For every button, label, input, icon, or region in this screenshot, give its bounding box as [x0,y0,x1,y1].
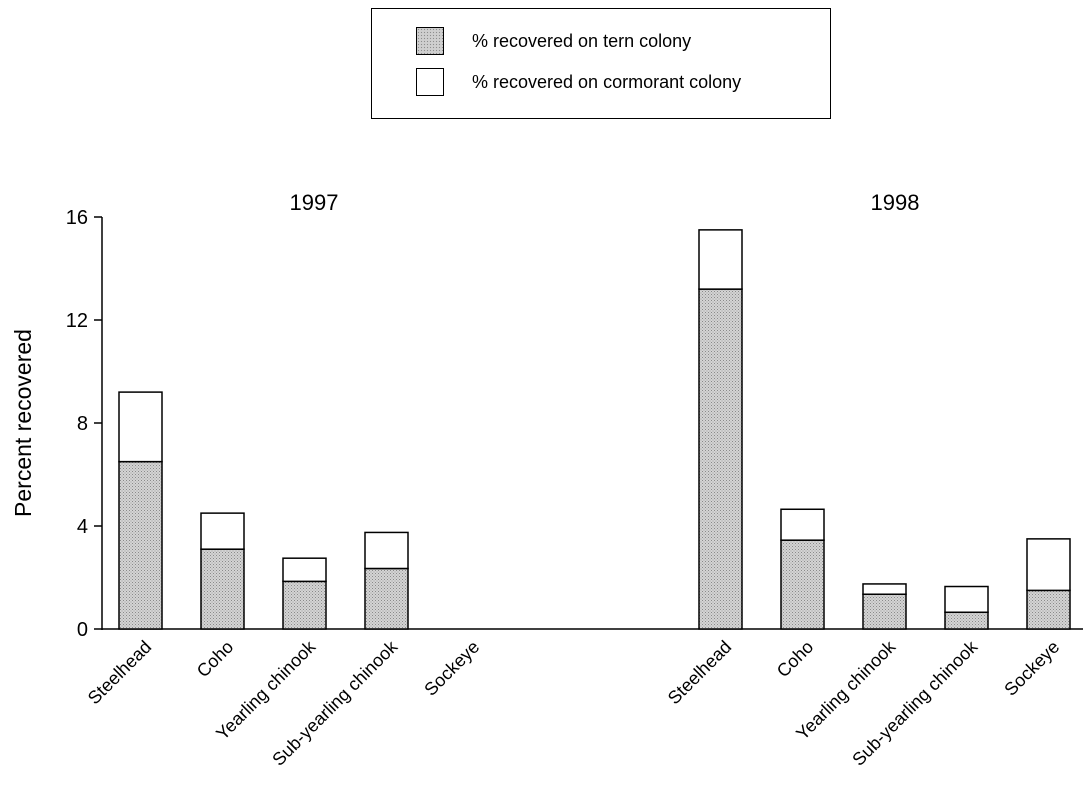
y-tick-label: 16 [66,207,88,229]
x-tick-label: Steelhead [664,637,735,708]
bar-segment-cormorant [200,512,245,550]
legend-label-tern: % recovered on tern colony [472,30,692,51]
group-title: 1998 [871,190,920,215]
bar-segment-tern [364,567,409,630]
legend-item-tern: % recovered on tern colony [416,26,691,56]
bar-segment-tern [944,611,989,630]
legend-label-cormorant: % recovered on cormorant colony [472,71,742,92]
y-tick-label: 4 [77,516,88,538]
x-tick-label: Steelhead [84,637,155,708]
x-tick-label: Coho [193,637,238,682]
bar-segment-tern [118,460,163,630]
bar-segment-cormorant [862,583,907,595]
x-tick-label: Sockeye [1000,637,1063,700]
bar-segment-cormorant [780,508,825,541]
group-title: 1997 [290,190,339,215]
legend: % recovered on tern colony % recovered o… [371,8,831,119]
bar-segment-tern [780,539,825,630]
bar-segment-tern [862,593,907,630]
x-tick-label: Coho [773,637,818,682]
legend-swatch-tern [416,27,444,55]
bar-segment-cormorant [698,229,743,290]
bar-segment-tern [282,580,327,630]
x-tick-label: Sockeye [420,637,483,700]
legend-item-cormorant: % recovered on cormorant colony [416,67,741,97]
y-axis-label: Percent recovered [10,329,36,517]
bar-segment-cormorant [1026,538,1071,592]
bar-segment-cormorant [944,585,989,614]
y-tick-label: 12 [66,310,88,332]
bar-segment-tern [1026,589,1071,630]
bar-segment-cormorant [118,391,163,463]
bar-segment-cormorant [282,557,327,583]
bar-segment-tern [698,288,743,630]
bar-segment-cormorant [364,531,409,570]
legend-swatch-cormorant [416,68,444,96]
bar-segment-tern [200,548,245,630]
y-tick-label: 8 [77,413,88,435]
y-tick-label: 0 [77,619,88,641]
